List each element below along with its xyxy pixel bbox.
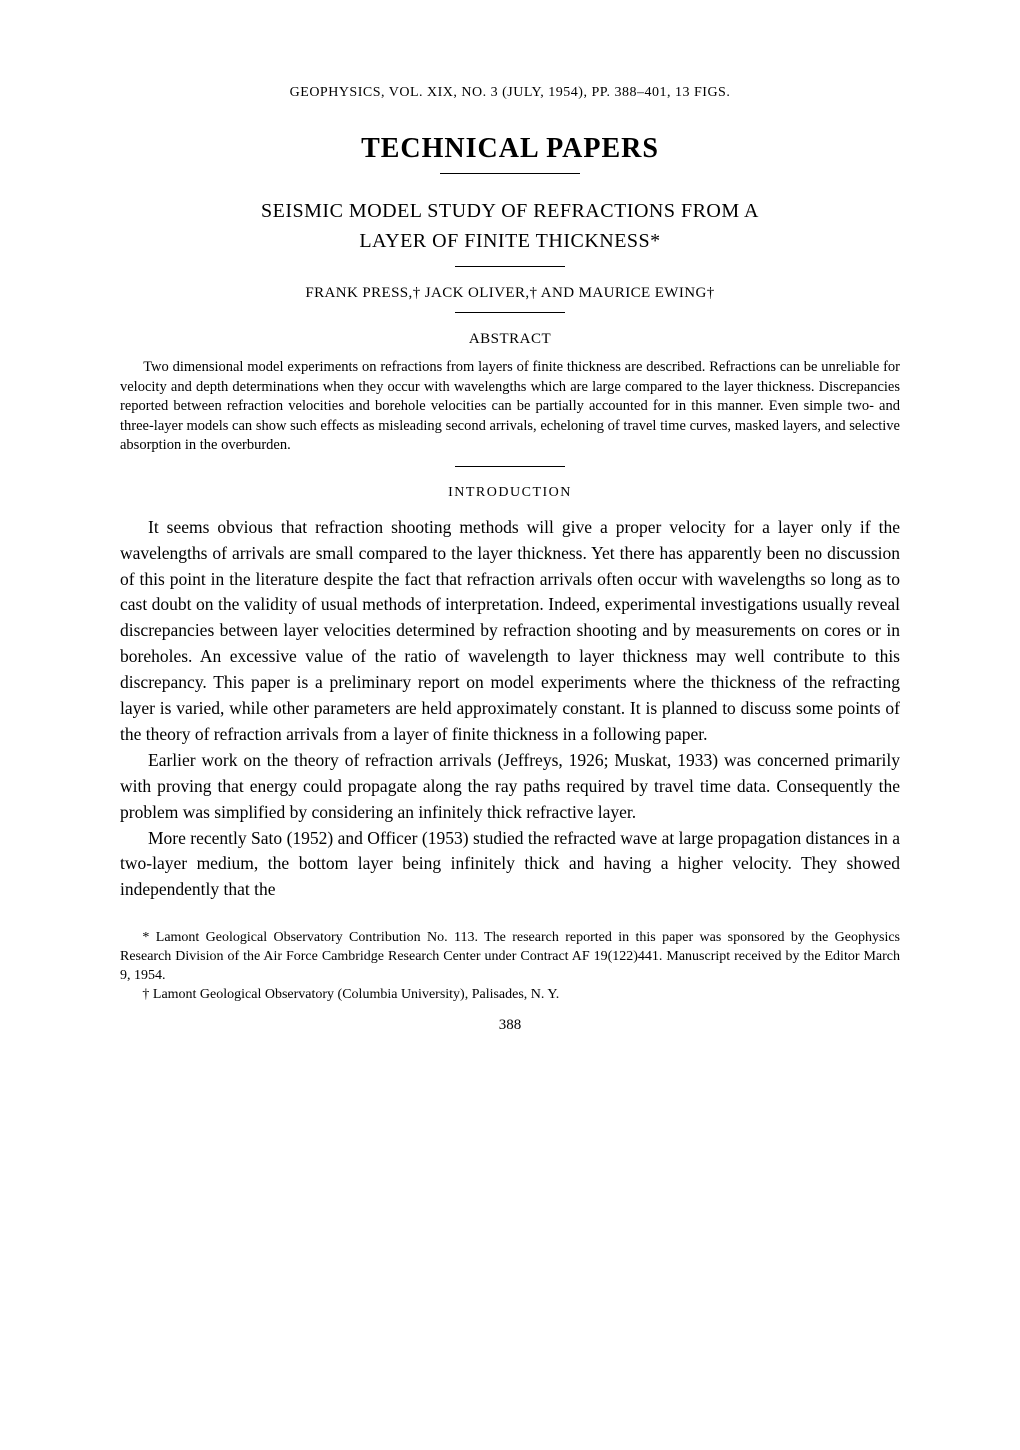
page-number: 388 (120, 1017, 900, 1034)
body-paragraph-3: More recently Sato (1952) and Officer (1… (120, 826, 900, 904)
paper-title-line2: LAYER OF FINITE THICKNESS* (359, 230, 660, 252)
body-paragraph-2: Earlier work on the theory of refraction… (120, 748, 900, 826)
paper-title: SEISMIC MODEL STUDY OF REFRACTIONS FROM … (180, 196, 840, 256)
paper-title-line1: SEISMIC MODEL STUDY OF REFRACTIONS FROM … (261, 200, 759, 222)
rule-under-abstract (455, 466, 565, 467)
authors: FRANK PRESS,† JACK OLIVER,† AND MAURICE … (120, 285, 900, 302)
rule-under-authors (455, 312, 565, 313)
authors-text: FRANK PRESS,† JACK OLIVER,† AND MAURICE … (305, 285, 714, 301)
section-title: TECHNICAL PAPERS (120, 133, 900, 165)
page: GEOPHYSICS, VOL. XIX, NO. 3 (JULY, 1954)… (0, 0, 1020, 1450)
abstract-heading: ABSTRACT (120, 331, 900, 348)
footnotes: * Lamont Geological Observatory Contribu… (120, 929, 900, 1005)
footnote-1: * Lamont Geological Observatory Contribu… (120, 929, 900, 986)
rule-under-section (440, 173, 580, 174)
abstract-body: Two dimensional model experiments on ref… (120, 358, 900, 456)
body-paragraph-1: It seems obvious that refraction shootin… (120, 515, 900, 748)
footnote-2: † Lamont Geological Observatory (Columbi… (120, 986, 900, 1005)
rule-under-title (455, 266, 565, 267)
running-header: GEOPHYSICS, VOL. XIX, NO. 3 (JULY, 1954)… (120, 85, 900, 101)
introduction-heading: INTRODUCTION (120, 485, 900, 501)
